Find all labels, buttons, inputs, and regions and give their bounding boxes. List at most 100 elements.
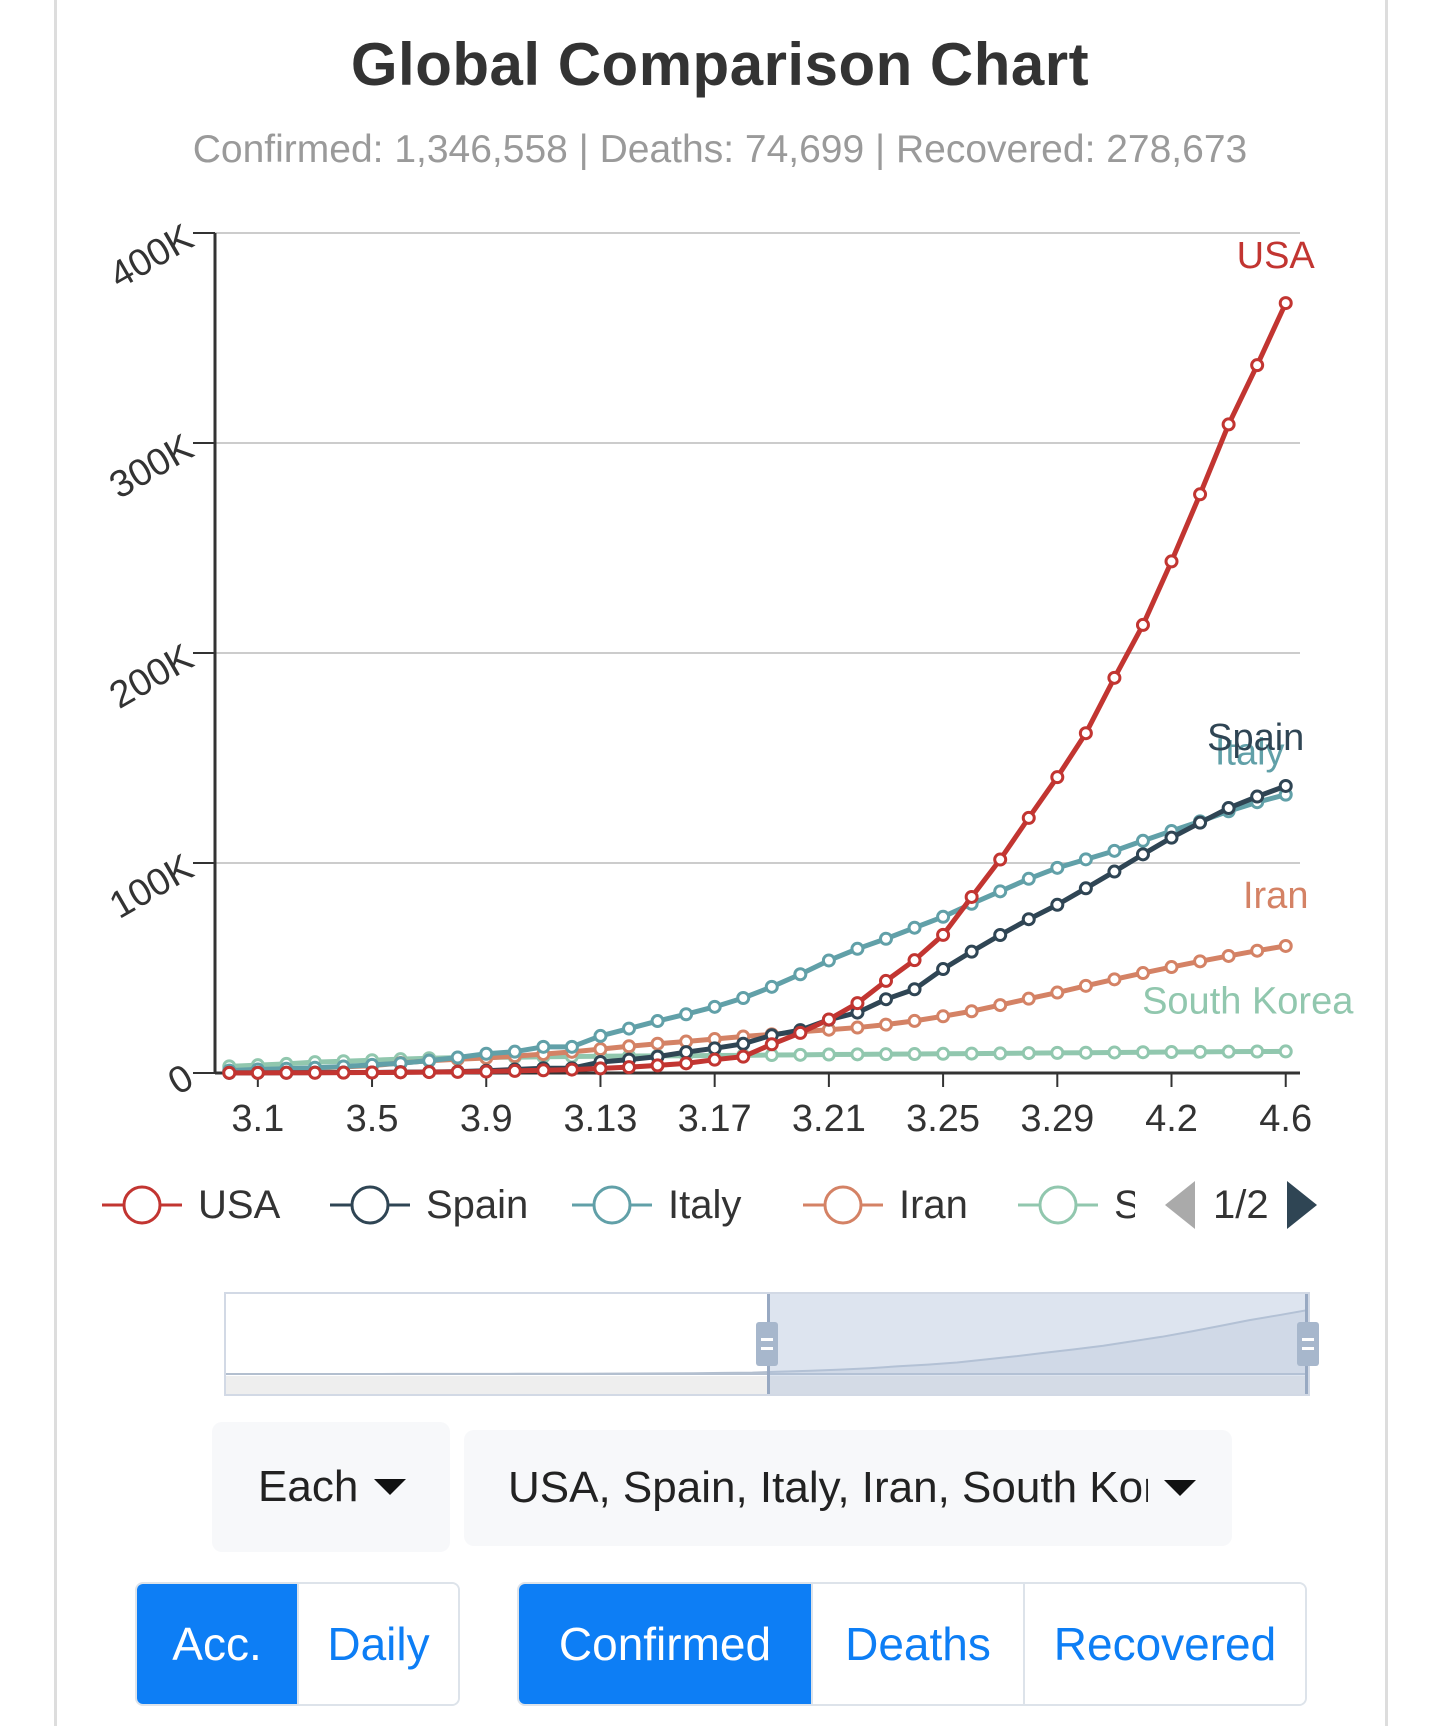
data-point[interactable]	[1078, 726, 1093, 741]
data-point[interactable]	[1164, 554, 1179, 569]
data-point[interactable]	[679, 1045, 694, 1060]
confirmed-button[interactable]: Confirmed	[519, 1584, 811, 1704]
data-point[interactable]	[736, 1049, 751, 1064]
data-point[interactable]	[1078, 881, 1093, 896]
data-point[interactable]	[964, 1046, 979, 1061]
data-point[interactable]	[1221, 948, 1236, 963]
data-point[interactable]	[936, 962, 951, 977]
data-point[interactable]	[622, 1021, 637, 1036]
legend-next-icon[interactable]	[1286, 1181, 1317, 1229]
data-point[interactable]	[1078, 852, 1093, 867]
data-point[interactable]	[1193, 487, 1208, 502]
data-point[interactable]	[1107, 972, 1122, 987]
data-point[interactable]	[1278, 778, 1293, 793]
data-point[interactable]	[536, 1063, 551, 1078]
data-point[interactable]	[222, 1065, 237, 1080]
data-point[interactable]	[479, 1046, 494, 1061]
data-point[interactable]	[1135, 966, 1150, 981]
data-point[interactable]	[1078, 978, 1093, 993]
data-point[interactable]	[793, 1025, 808, 1040]
data-point[interactable]	[622, 1060, 637, 1075]
data-point[interactable]	[1135, 847, 1150, 862]
legend-item-italy[interactable]: Italy	[570, 1170, 741, 1240]
data-point[interactable]	[821, 1047, 836, 1062]
data-point[interactable]	[850, 1020, 865, 1035]
data-point[interactable]	[1278, 296, 1293, 311]
data-point[interactable]	[393, 1065, 408, 1080]
data-point[interactable]	[1021, 912, 1036, 927]
data-point[interactable]	[736, 1036, 751, 1051]
data-point[interactable]	[564, 1039, 579, 1054]
data-point[interactable]	[336, 1065, 351, 1080]
data-point[interactable]	[907, 982, 922, 997]
data-point[interactable]	[1050, 897, 1065, 912]
data-point[interactable]	[1135, 617, 1150, 632]
data-point[interactable]	[507, 1044, 522, 1059]
data-point[interactable]	[907, 953, 922, 968]
zoom-start-handle[interactable]	[756, 1322, 778, 1366]
data-point[interactable]	[450, 1050, 465, 1065]
legend-item-spain[interactable]: Spain	[328, 1170, 528, 1240]
recovered-button[interactable]: Recovered	[1023, 1584, 1305, 1704]
mode-select[interactable]: Each	[212, 1422, 450, 1552]
data-point[interactable]	[936, 909, 951, 924]
data-point[interactable]	[764, 1037, 779, 1052]
data-point[interactable]	[650, 1058, 665, 1073]
zoom-end-handle[interactable]	[1297, 1322, 1319, 1366]
data-point[interactable]	[679, 1007, 694, 1022]
legend-item-iran[interactable]: Iran	[801, 1170, 968, 1240]
data-point[interactable]	[821, 1012, 836, 1027]
data-point[interactable]	[679, 1056, 694, 1071]
data-point[interactable]	[1135, 1045, 1150, 1060]
data-point[interactable]	[707, 1052, 722, 1067]
data-point[interactable]	[1278, 1044, 1293, 1059]
data-point[interactable]	[593, 1028, 608, 1043]
data-point[interactable]	[707, 999, 722, 1014]
data-zoom-slider[interactable]	[224, 1292, 1319, 1396]
data-point[interactable]	[1193, 815, 1208, 830]
data-point[interactable]	[736, 991, 751, 1006]
data-point[interactable]	[1221, 417, 1236, 432]
data-point[interactable]	[993, 998, 1008, 1013]
data-point[interactable]	[878, 973, 893, 988]
legend-item-south-korea[interactable]: South Korea	[1016, 1170, 1135, 1240]
data-point[interactable]	[536, 1039, 551, 1054]
deaths-button[interactable]: Deaths	[811, 1584, 1023, 1704]
data-point[interactable]	[250, 1065, 265, 1080]
data-point[interactable]	[622, 1039, 637, 1054]
acc-button[interactable]: Acc.	[137, 1584, 297, 1704]
data-point[interactable]	[650, 1036, 665, 1051]
data-point[interactable]	[936, 927, 951, 942]
country-select[interactable]: USA, Spain, Italy, Iran, South Korea	[464, 1430, 1232, 1546]
data-point[interactable]	[450, 1064, 465, 1079]
data-point[interactable]	[1164, 830, 1179, 845]
data-point[interactable]	[1050, 770, 1065, 785]
data-point[interactable]	[365, 1065, 380, 1080]
data-point[interactable]	[964, 889, 979, 904]
data-point[interactable]	[878, 1047, 893, 1062]
data-point[interactable]	[1221, 1044, 1236, 1059]
zoom-selected-range[interactable]	[767, 1294, 1308, 1394]
data-point[interactable]	[1021, 810, 1036, 825]
data-point[interactable]	[564, 1062, 579, 1077]
data-point[interactable]	[936, 1046, 951, 1061]
data-point[interactable]	[878, 1017, 893, 1032]
data-point[interactable]	[793, 1047, 808, 1062]
data-point[interactable]	[1250, 943, 1265, 958]
data-point[interactable]	[1021, 871, 1036, 886]
data-point[interactable]	[1021, 991, 1036, 1006]
data-point[interactable]	[878, 931, 893, 946]
data-point[interactable]	[1107, 670, 1122, 685]
data-point[interactable]	[1050, 860, 1065, 875]
data-point[interactable]	[878, 992, 893, 1007]
data-point[interactable]	[1050, 1045, 1065, 1060]
data-point[interactable]	[650, 1014, 665, 1029]
data-point[interactable]	[1050, 985, 1065, 1000]
data-point[interactable]	[1250, 358, 1265, 373]
data-point[interactable]	[993, 927, 1008, 942]
data-point[interactable]	[764, 979, 779, 994]
data-point[interactable]	[907, 920, 922, 935]
data-point[interactable]	[907, 1047, 922, 1062]
daily-button[interactable]: Daily	[297, 1584, 458, 1704]
data-point[interactable]	[1250, 1044, 1265, 1059]
